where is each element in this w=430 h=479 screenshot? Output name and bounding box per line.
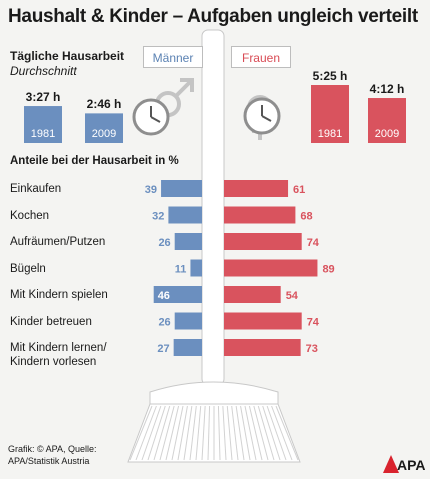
clock-icon [243,97,281,135]
bar-men [174,233,202,250]
bristle-line [275,405,299,461]
bristle-line [257,405,275,461]
bristle-line [195,405,202,461]
broom-handle [201,29,225,386]
bristle-line [271,405,293,461]
bristle-line [183,405,193,461]
clock-icon [132,98,170,136]
value-label-women: 74 [307,237,320,249]
category-label: Mit Kindern lernen/Kindern vorlesen [10,342,107,368]
time-bar-men-1981 [24,106,62,143]
category-label: Einkaufen [10,183,62,195]
category-label: Kinder betreuen [10,315,92,328]
chart-title: Haushalt & Kinder – Aufgaben ungleich ve… [8,6,418,27]
value-label-women: 89 [322,264,334,276]
value-label-men: 26 [158,237,170,249]
section-title: Anteile bei der Hausarbeit in % [10,155,179,167]
time-bar-men-2009 [85,113,123,143]
time-value-women-1981: 5:25 h [312,69,348,83]
time-bar-women-1981 [311,85,349,143]
bar-men [153,286,202,303]
time-bars [24,85,406,143]
value-label-men: 39 [145,184,157,196]
bar-women [224,312,302,330]
time-value-men-2009: 2:46 h [86,97,122,112]
category-label: Kochen [10,209,50,222]
bristle-line [244,405,257,461]
bristle-line [253,405,269,461]
bar-men [190,259,202,277]
bristle-line [153,405,171,461]
bristle-line [135,405,157,461]
time-value-women-2009: 4:12 h [369,82,405,97]
time-value-men-1981: 3:27 h [25,90,61,105]
bristle-line [129,405,153,461]
bristle-line [226,405,233,461]
bristle-line [235,405,245,461]
year-label-men-2009: 2009 [91,128,117,140]
time-bar-women-2009 [368,98,406,143]
time-subtitle: Tägliche Hausarbeit [10,49,125,63]
year-label-women-2009: 2009 [374,128,400,140]
value-label-women: 54 [286,290,299,302]
category-label: Bügeln [10,262,46,275]
apa-logo: APA [383,455,425,473]
bristle-line [248,405,263,461]
value-label-men: 32 [152,211,164,223]
bar-men [161,180,202,197]
bar-men [168,206,202,224]
value-label-women: 73 [306,343,318,355]
bristle-line [222,405,227,461]
bar-women [224,259,318,277]
bar-men [174,312,202,330]
bristle-line [171,405,184,461]
legend-men: Männer [143,46,203,68]
value-label-women: 68 [300,211,312,223]
bristle-line [240,405,251,461]
bar-women [224,180,289,197]
year-label-women-1981: 1981 [317,128,343,140]
bristle-line [189,405,197,461]
bristle-line [141,405,162,461]
source-note: Grafik: © APA, Quelle: APA/Statistik Aus… [8,444,97,466]
bristle-line [207,405,211,461]
time-subtitle-italic: Durchschnitt [10,64,77,78]
value-label-women: 61 [293,184,305,196]
bar-women [224,286,281,303]
category-label: Aufräumen/Putzen [10,236,106,248]
bristle-line [231,405,239,461]
category-label: Mit Kindern spielen [10,289,108,301]
bar-women [224,233,302,250]
bar-women [224,339,301,356]
bar-men [173,339,202,356]
bristle-line [266,405,287,461]
bristle-line [201,405,206,461]
year-label-men-1981: 1981 [30,128,56,140]
broom-bristles [129,405,299,461]
value-label-men: 11 [175,264,187,276]
bristle-line [165,405,180,461]
apa-logo-text: APA [397,457,425,473]
bristle-line [147,405,166,461]
value-label-men: 27 [157,343,169,355]
bristle-line [177,405,188,461]
bristle-line [262,405,281,461]
legend-women: Frauen [231,46,291,68]
bristle-line [217,405,221,461]
value-label-men: 46 [158,290,170,302]
share-bars: 39 61 32 68 26 74 11 89 46 54 26 74 27 73 [145,180,335,356]
value-label-men: 26 [158,317,170,329]
bristle-line [159,405,175,461]
value-label-women: 74 [307,317,320,329]
bar-women [224,206,296,224]
